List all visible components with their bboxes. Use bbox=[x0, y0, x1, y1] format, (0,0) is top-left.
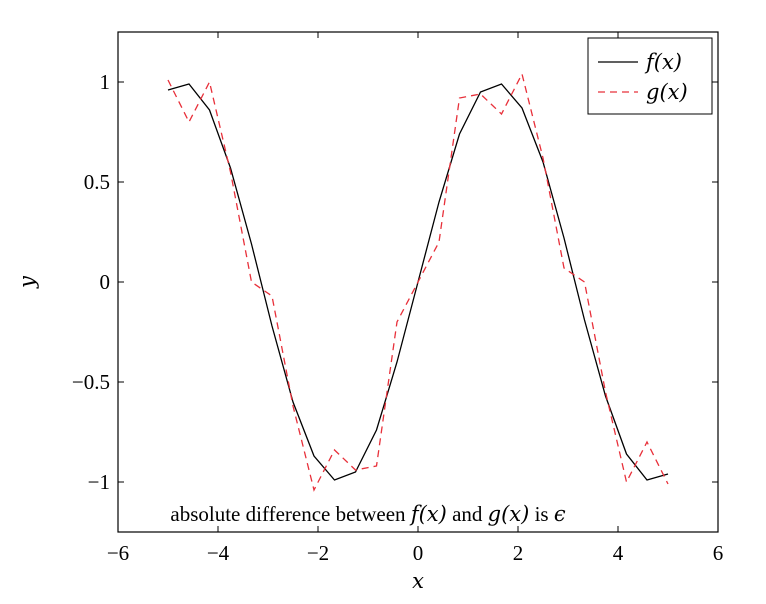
legend-label-text: f(x) bbox=[644, 50, 682, 74]
annotation-math: ϵ bbox=[554, 502, 566, 526]
x-tick-label: −6 bbox=[107, 541, 129, 565]
y-tick-label: −0.5 bbox=[72, 370, 110, 394]
x-tick-label: −4 bbox=[207, 541, 230, 565]
legend: f(x) g(x) bbox=[587, 37, 713, 115]
annotation-math: g(x) bbox=[488, 502, 530, 526]
annotation-word: is bbox=[529, 502, 554, 526]
plot-area bbox=[167, 72, 669, 492]
y-axis-label: y bbox=[15, 275, 39, 289]
y-tick-label: 1 bbox=[100, 70, 111, 94]
y-tick-label: −1 bbox=[88, 470, 110, 494]
legend-label: g(x) bbox=[646, 80, 688, 104]
annotation-text: absolute difference between f(x) and g(x… bbox=[170, 502, 565, 526]
x-tick-label: 4 bbox=[613, 541, 624, 565]
annotation-word: absolute difference between bbox=[170, 502, 410, 526]
legend-label-text: g(x) bbox=[646, 80, 688, 104]
y-tick-label: 0 bbox=[100, 270, 111, 294]
annotation-word: and bbox=[447, 502, 488, 526]
legend-box bbox=[587, 37, 713, 115]
x-tick-label: 2 bbox=[513, 541, 524, 565]
x-tick-label: −2 bbox=[307, 541, 329, 565]
series-line-g bbox=[167, 72, 669, 492]
x-axis-label: x bbox=[412, 569, 424, 593]
annotation-math: f(x) bbox=[409, 502, 447, 526]
legend-label: f(x) bbox=[644, 50, 682, 74]
x-tick-label: 6 bbox=[713, 541, 724, 565]
x-tick-label: 0 bbox=[413, 541, 424, 565]
axes: −6 −4 −2 0 2 4 6 −1 −0.5 0 0.5 1 x y absolute differen… bbox=[15, 31, 724, 593]
y-tick-label: 0.5 bbox=[84, 170, 110, 194]
